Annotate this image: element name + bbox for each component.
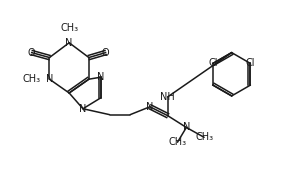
Text: CH₃: CH₃ <box>60 23 78 33</box>
Text: NH: NH <box>160 92 175 102</box>
Text: CH₃: CH₃ <box>23 74 41 84</box>
Text: N: N <box>66 38 73 48</box>
Text: O: O <box>28 48 36 58</box>
Text: O: O <box>102 48 110 58</box>
Text: Cl: Cl <box>208 58 218 68</box>
Text: CH₃: CH₃ <box>195 132 213 142</box>
Text: Cl: Cl <box>246 58 255 68</box>
Text: N: N <box>46 74 53 84</box>
Text: N: N <box>146 102 154 112</box>
Text: CH₃: CH₃ <box>168 137 187 147</box>
Text: N: N <box>183 122 190 132</box>
Text: N: N <box>79 104 87 114</box>
Text: N: N <box>97 72 104 82</box>
